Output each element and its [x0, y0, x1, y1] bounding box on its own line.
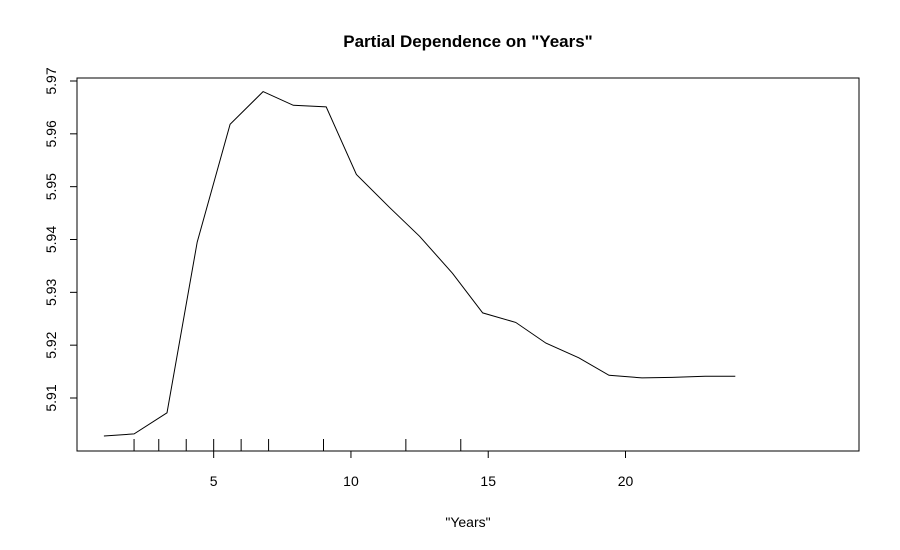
plot-frame — [76, 77, 860, 452]
y-axis: 5.91 5.92 5.93 5.94 5.95 5.96 5.97 — [43, 67, 78, 412]
series-line — [103, 91, 736, 437]
x-tick-label: 10 — [343, 473, 359, 489]
x-tick-label: 20 — [618, 473, 634, 489]
series-group — [103, 91, 736, 437]
y-tick-label: 5.92 — [43, 331, 59, 358]
y-tick-label: 5.97 — [43, 67, 59, 94]
x-tick-label: 5 — [210, 473, 218, 489]
y-tick-label: 5.93 — [43, 278, 59, 305]
y-tick-label: 5.94 — [43, 226, 59, 253]
y-tick-label: 5.96 — [43, 120, 59, 147]
y-tick-label: 5.91 — [43, 384, 59, 411]
x-tick-label: 15 — [480, 473, 496, 489]
x-axis: 5 10 15 20 — [210, 450, 634, 489]
x-axis-label: "Years" — [445, 514, 490, 530]
chart-title: Partial Dependence on "Years" — [343, 32, 593, 51]
rug-marks — [133, 439, 462, 451]
y-tick-label: 5.95 — [43, 173, 59, 200]
